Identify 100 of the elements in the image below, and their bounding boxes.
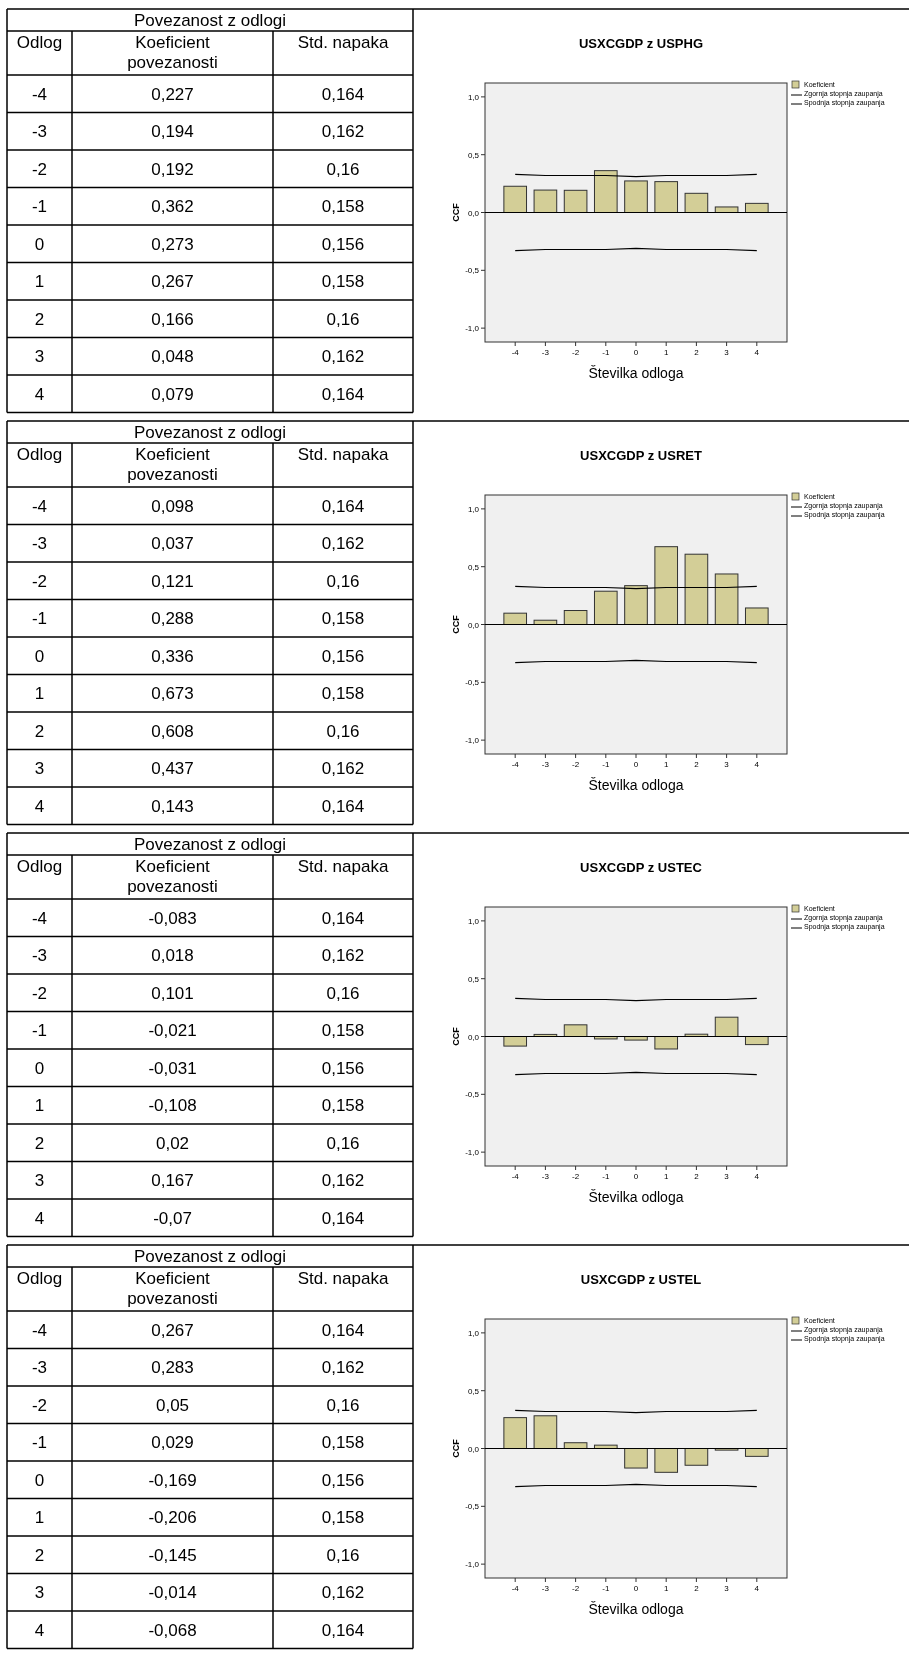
x-tick-label: 2 (694, 348, 700, 357)
text: 0,162 (321, 1358, 365, 1378)
x-axis-title: Številka odloga (588, 1601, 684, 1617)
text: 0,336 (151, 646, 194, 666)
text: Odlog (16, 445, 63, 464)
text: 0,158 (321, 1508, 365, 1528)
text: Std. napaka (297, 33, 389, 52)
text: 0,267 (151, 272, 194, 292)
text: 0,098 (151, 496, 194, 516)
x-tick-label: 4 (754, 1584, 760, 1593)
text: 0,037 (151, 534, 194, 554)
category-label: -4 (31, 84, 48, 104)
text: 0,164 (321, 1320, 365, 1340)
category-label: -2 (31, 159, 48, 179)
text: 0,283 (151, 1358, 194, 1378)
text: 0,158 (321, 1433, 365, 1453)
category-label: -1 (31, 197, 48, 217)
y-tick-label: 0,0 (467, 208, 480, 218)
text: Std. napaka (297, 857, 389, 876)
text: 0,164 (321, 384, 365, 404)
y-tick-label: 0,0 (467, 620, 480, 630)
x-tick-label: -3 (541, 348, 550, 357)
y-axis-title: CCF (451, 1026, 461, 1046)
y-tick-label: -0,5 (465, 1090, 480, 1100)
text: Koeficient povezanosti (127, 33, 218, 72)
text: 0,162 (321, 122, 365, 142)
text: 0,164 (321, 1620, 365, 1640)
text: 0,164 (321, 908, 365, 928)
text: 0,167 (151, 1171, 194, 1191)
text: 0,16 (326, 159, 360, 179)
category-label: -4 (31, 496, 48, 516)
x-tick-label: 0 (633, 1172, 639, 1181)
category-label: 0 (34, 234, 45, 254)
text: Odlog (16, 33, 63, 52)
text: 0,101 (151, 983, 194, 1003)
x-tick-label: 0 (633, 348, 639, 357)
category-label: -4 (31, 1320, 48, 1340)
x-tick-label: 0 (633, 760, 639, 769)
text: 0,16 (326, 983, 360, 1003)
category-label: -1 (31, 609, 48, 629)
x-tick-label: 1 (663, 348, 669, 357)
text: -0,068 (148, 1620, 197, 1640)
text: 0,16 (326, 571, 360, 591)
text: 0,162 (321, 759, 365, 779)
category-label: 2 (34, 721, 45, 741)
category-label: 4 (34, 1208, 45, 1228)
category-label: 4 (34, 384, 45, 404)
text: 0,156 (321, 646, 365, 666)
y-tick-label: 1,0 (467, 916, 480, 926)
x-tick-label: -3 (541, 1584, 550, 1593)
text: 0,158 (321, 272, 365, 292)
x-tick-label: -4 (511, 348, 520, 357)
text: 0,164 (321, 84, 365, 104)
text: -0,014 (148, 1583, 197, 1603)
x-tick-label: 3 (724, 760, 730, 769)
text: Odlog (16, 1269, 63, 1288)
text: Koeficient povezanosti (127, 1269, 218, 1308)
category-label: 0 (34, 646, 45, 666)
x-tick-label: 1 (663, 1172, 669, 1181)
x-tick-label: -4 (511, 1584, 520, 1593)
y-tick-label: -1,0 (465, 1560, 480, 1570)
text: 0,156 (321, 1470, 365, 1490)
text: -0,169 (148, 1470, 197, 1490)
y-tick-label: 1,0 (467, 92, 480, 102)
text: Povezanost z odlogi (133, 11, 287, 30)
y-axis-title: CCF (451, 614, 461, 634)
category-label: -3 (31, 1358, 48, 1378)
text: 0,227 (151, 84, 194, 104)
text: 0,192 (151, 159, 194, 179)
text: 0,608 (151, 721, 194, 741)
text: 0,164 (321, 796, 365, 816)
text: 0,121 (151, 571, 194, 591)
text: 0,156 (321, 234, 365, 254)
text: Std. napaka (297, 445, 389, 464)
y-tick-label: 0,0 (467, 1444, 480, 1454)
x-tick-label: -2 (572, 760, 580, 769)
text: 0,16 (326, 721, 360, 741)
category-label: 2 (34, 1545, 45, 1565)
text: 0,162 (321, 534, 365, 554)
text: 0,162 (321, 1171, 365, 1191)
category-label: 1 (34, 272, 45, 292)
text: -0,206 (148, 1508, 197, 1528)
category-label: -2 (31, 1395, 48, 1415)
category-label: -3 (31, 534, 48, 554)
x-tick-label: 1 (663, 760, 669, 769)
text: 0,05 (155, 1395, 190, 1415)
text: 0,194 (151, 122, 194, 142)
text: 0,02 (155, 1133, 190, 1153)
text: 0,273 (151, 234, 194, 254)
y-tick-label: 1,0 (467, 1328, 480, 1338)
x-tick-label: -1 (602, 1584, 610, 1593)
text: 0,16 (326, 309, 360, 329)
text: -0,031 (148, 1058, 197, 1078)
category-label: 2 (34, 309, 45, 329)
x-tick-label: -1 (602, 348, 610, 357)
x-axis-title: Številka odloga (588, 1189, 684, 1205)
y-tick-label: -1,0 (465, 1148, 480, 1158)
text: 0,166 (151, 309, 194, 329)
x-axis-title: Številka odloga (588, 365, 684, 381)
text: 0,162 (321, 347, 365, 367)
